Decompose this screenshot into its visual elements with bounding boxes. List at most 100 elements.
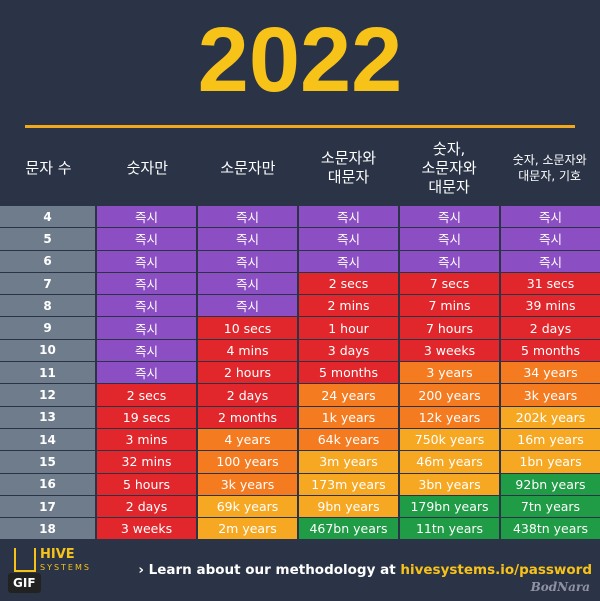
time-cell: 2 months [198,406,297,428]
time-cell: 10 secs [198,317,297,339]
time-cell: 즉시 [299,250,398,272]
time-cell: 즉시 [97,228,196,250]
row-label: 13 [0,406,95,428]
time-cell: 3 years [400,362,499,384]
time-cell: 즉시 [501,250,600,272]
time-cell: 2 hours [198,362,297,384]
logo-icon [14,548,36,572]
time-cell: 19 secs [97,406,196,428]
row-label: 11 [0,362,95,384]
time-cell: 16m years [501,428,600,451]
row-label: 18 [0,518,95,540]
time-cell: 1 hour [299,317,398,339]
time-cell: 즉시 [198,250,297,272]
time-cell: 2 mins [299,295,398,317]
divider [25,125,575,128]
time-cell: 3m years [299,451,398,473]
time-cell: 200 years [400,384,499,406]
time-cell: 7tn years [501,495,600,518]
time-cell: 31 secs [501,272,600,295]
table: 4 즉시 즉시 즉시 즉시 즉시 5 즉시 즉시 즉시 즉시 즉시 6 즉시 즉시 즉시 즉시 즉시 7 즉시 즉시 2 … [0,206,600,540]
time-cell: 69k years [198,495,297,518]
time-cell: 467bn years [299,518,398,540]
header-row: 문자 수 숫자만 소문자만 소문자와 대문자 숫자, 소문자와 대문자 숫자, 소문자와 … [0,132,600,204]
logo: HIVE SYSTEMS [14,548,91,574]
time-cell: 즉시 [97,339,196,362]
time-cell: 750k years [400,428,499,451]
time-cell: 1k years [299,406,398,428]
column-header: 소문자와 대문자 [320,149,377,186]
time-cell: 즉시 [501,206,600,228]
time-cell: 즉시 [299,228,398,250]
row-label: 8 [0,295,95,317]
time-cell: 3 weeks [97,518,196,540]
row-label: 14 [0,428,95,451]
time-cell: 34 years [501,362,600,384]
row-label: 12 [0,384,95,406]
time-cell: 100 years [198,451,297,473]
time-cell: 438tn years [501,518,600,540]
title: 2022 [197,9,403,111]
time-cell: 3k years [501,384,600,406]
time-cell: 3 weeks [400,339,499,362]
time-cell: 4 years [198,428,297,451]
column-header: 소문자만 [220,158,276,177]
time-cell: 7 secs [400,272,499,295]
link-text: › Learn about our methodology at [138,562,401,578]
time-cell: 즉시 [299,206,398,228]
time-cell: 2 days [97,495,196,518]
time-cell: 즉시 [501,228,600,250]
time-cell: 46m years [400,451,499,473]
time-cell: 3 mins [97,428,196,451]
watermark: BodNara [530,580,590,594]
time-cell: 24 years [299,384,398,406]
time-cell: 39 mins [501,295,600,317]
row-label: 17 [0,495,95,518]
row-label: 6 [0,250,95,272]
time-cell: 32 mins [97,451,196,473]
time-cell: 2 days [198,384,297,406]
time-cell: 2m years [198,518,297,540]
logo-subtext: SYSTEMS [40,563,91,572]
time-cell: 7 hours [400,317,499,339]
time-cell: 12k years [400,406,499,428]
time-cell: 173m years [299,473,398,495]
time-cell: 64k years [299,428,398,451]
row-label: 4 [0,206,95,228]
time-cell: 즉시 [198,272,297,295]
time-cell: 5 months [299,362,398,384]
time-cell: 1bn years [501,451,600,473]
time-cell: 179bn years [400,495,499,518]
time-cell: 즉시 [198,206,297,228]
time-cell: 5 hours [97,473,196,495]
logo-text: HIVE [40,547,75,562]
row-label: 9 [0,317,95,339]
time-cell: 즉시 [97,362,196,384]
time-cell: 5 months [501,339,600,362]
row-label: 5 [0,228,95,250]
column-header: 숫자만 [126,158,168,177]
time-cell: 즉시 [400,206,499,228]
time-cell: 즉시 [97,272,196,295]
time-cell: 즉시 [97,295,196,317]
time-cell: 2 secs [299,272,398,295]
time-cell: 4 mins [198,339,297,362]
time-cell: 3bn years [400,473,499,495]
link-url[interactable]: hivesystems.io/password [400,562,592,578]
column-header: 문자 수 [25,158,72,177]
time-cell: 2 secs [97,384,196,406]
time-cell: 즉시 [400,250,499,272]
time-cell: 즉시 [97,250,196,272]
time-cell: 3 days [299,339,398,362]
row-label: 16 [0,473,95,495]
time-cell: 3k years [198,473,297,495]
time-cell: 즉시 [198,228,297,250]
time-cell: 202k years [501,406,600,428]
time-cell: 9bn years [299,495,398,518]
column-header: 숫자, 소문자와 대문자, 기호 [512,153,587,183]
methodology-link[interactable]: › Learn about our methodology at hivesys… [138,562,592,578]
time-cell: 즉시 [198,295,297,317]
row-label: 10 [0,339,95,362]
time-cell: 즉시 [97,206,196,228]
